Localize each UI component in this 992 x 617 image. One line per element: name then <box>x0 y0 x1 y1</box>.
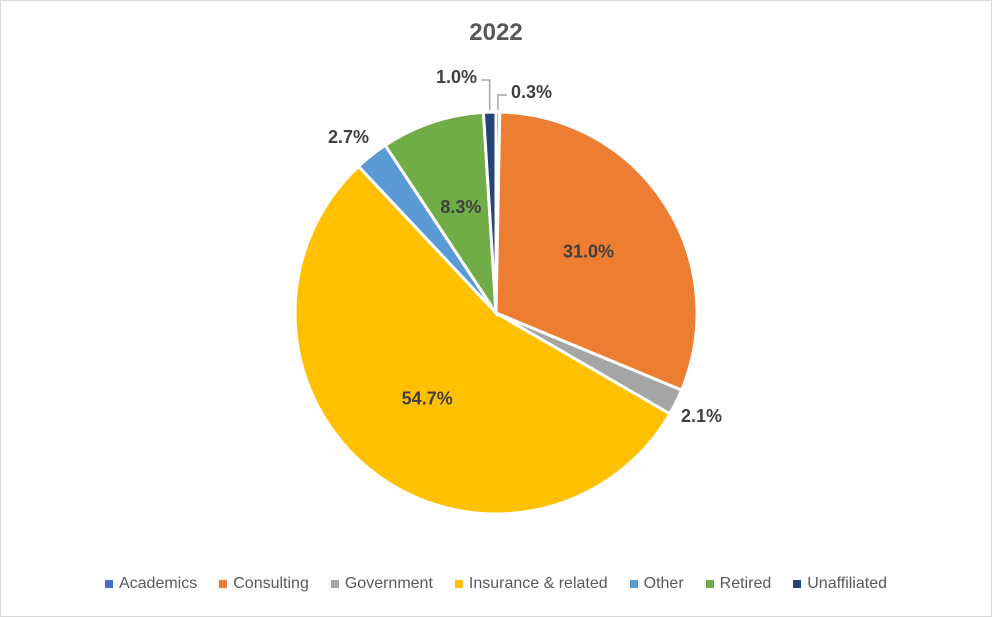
legend-label-retired: Retired <box>719 575 772 592</box>
data-label-insurance-and-related: 54.7% <box>402 388 453 408</box>
leader-line-unaffiliated <box>481 79 491 111</box>
legend-label-insurance-and-related: Insurance & related <box>468 575 608 592</box>
legend-item-government: Government <box>330 575 433 593</box>
legend: Academics Consulting Government Insurance &… <box>1 575 991 593</box>
legend-swatch-other <box>629 580 638 588</box>
data-label-retired: 8.3% <box>440 197 481 217</box>
data-label-consulting: 31.0% <box>563 241 614 261</box>
legend-item-other: Other <box>629 575 684 593</box>
legend-swatch-unaffiliated <box>793 580 802 588</box>
legend-label-consulting: Consulting <box>233 575 309 592</box>
pie-slice-insurance-and-related <box>293 164 672 516</box>
legend-item-insurance-and-related: Insurance & related <box>454 575 608 593</box>
legend-label-government: Government <box>344 575 433 592</box>
pie-slice-retired <box>383 110 498 319</box>
data-label-unaffiliated: 1.0% <box>436 67 477 87</box>
legend-item-academics: Academics <box>104 575 198 593</box>
chart-title: 2022 <box>469 19 523 46</box>
data-label-other: 2.7% <box>328 127 369 147</box>
legend-label-other: Other <box>643 575 684 592</box>
legend-swatch-insurance-and-related <box>454 580 463 588</box>
data-label-government: 2.1% <box>681 406 722 426</box>
legend-swatch-government <box>330 580 339 588</box>
legend-swatch-academics <box>104 580 113 588</box>
data-label-academics: 0.3% <box>511 82 552 102</box>
legend-swatch-retired <box>705 580 714 588</box>
pie-slice-consulting <box>494 110 699 393</box>
legend-label-unaffiliated: Unaffiliated <box>807 575 887 592</box>
legend-swatch-consulting <box>219 580 228 588</box>
legend-item-unaffiliated: Unaffiliated <box>793 575 887 593</box>
legend-label-academics: Academics <box>118 575 198 592</box>
pie-slice-unaffiliated <box>481 110 498 314</box>
legend-item-consulting: Consulting <box>219 575 309 593</box>
legend-item-retired: Retired <box>705 575 772 593</box>
leader-line-academics <box>497 94 507 111</box>
